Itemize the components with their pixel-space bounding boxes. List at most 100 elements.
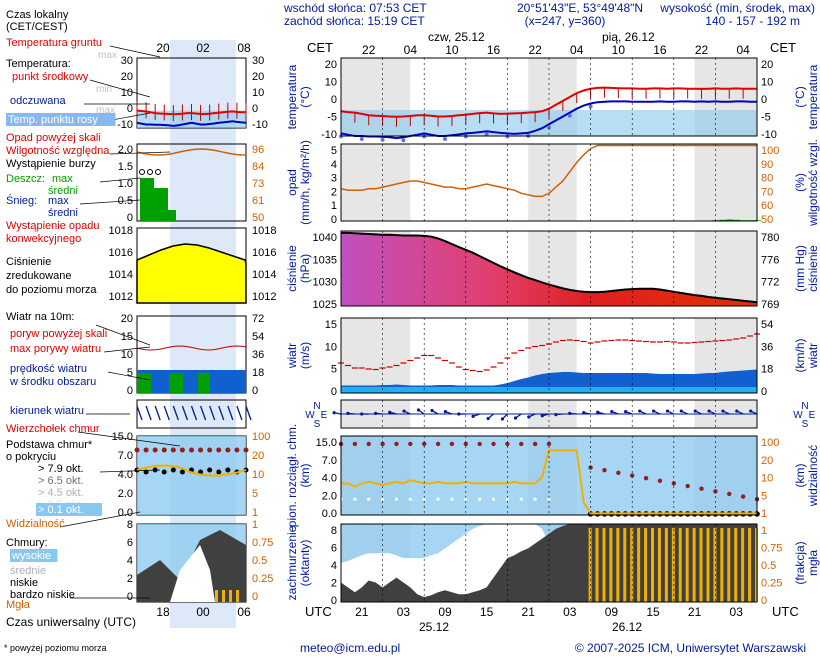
mini-cloud-base-dot [225,467,231,473]
mini-precip-rtick: 50 [252,212,264,224]
mini-press-ltick: 1018 [109,225,133,237]
mini-cloud-top-dot [170,447,176,453]
wind-dir-head [332,411,336,415]
cloud-top-dot [602,468,607,473]
mini-cloud-top-dot [207,447,213,453]
mini-precip-rtick: 96 [252,144,264,156]
mini-cloud-rtick: 100 [252,431,270,443]
legend-storm: Wystąpienie burzy [6,158,96,170]
wind-dir-head [374,411,378,415]
legend-pointer [79,199,141,205]
tick-cloud_r: 100 [761,437,779,449]
wind-dir-head [582,411,586,415]
footer-email: meteo@icm.edu.pl [300,641,400,655]
tick-cloud_l: 2.0 [322,490,337,502]
mini-press-rtick: 1014 [252,269,276,281]
legend-temp-min: min [96,84,112,95]
tick-temp_l: 0 [331,94,337,106]
tick-cloud_r: 5 [761,490,767,502]
compass-w: W [793,410,803,421]
tick-cover_l: 6 [331,543,337,555]
fog-bar [644,527,648,602]
mini-temp-ltick: 0 [127,103,133,115]
cloud-top-dot [408,441,413,447]
cloud-base-dot [422,497,426,501]
wind-dir-head [457,412,461,416]
cloud-base-dot [533,497,537,501]
fog-bar [706,527,710,602]
legend-temp-max3: max [96,105,115,116]
side-label-cloud_r: (km) [793,464,807,488]
cet-tick: 04 [404,43,418,57]
cloud-top-dot [630,473,635,478]
mini-humidity-series [136,148,247,156]
cloud-base-dot [547,497,551,501]
fog-bar [713,527,717,602]
legend-pressure: do poziomu morza [6,284,97,296]
frame-cloud [340,435,758,516]
fog-bar [734,527,738,602]
tick-cover_r: 0.75 [761,543,782,555]
cloud-base-dot [450,497,454,501]
tick-press_r: 776 [761,254,779,266]
utc-date-1: 25.12 [419,620,449,634]
wind-dir-head [679,409,683,413]
mini-pressure-area [136,243,247,304]
fog-bar [727,527,731,602]
side-label-precip_l: (mm/h, kg/m²/h) [298,140,312,225]
legend-temp-max1: max [98,50,117,61]
wind-dir-head [346,411,350,415]
precip-bar [733,219,741,221]
side-label-cloud_l: pion. rozciągł. chm. [285,424,299,527]
mini-utc-tick: 18 [156,605,170,619]
mini-temp-series [136,109,247,116]
side-label-precip_r: (%) [793,173,807,192]
frame-precip [340,143,758,222]
mini-local-tick: 08 [237,41,251,55]
wind-dir-head [513,416,518,420]
tick-cloud_r: 1 [761,508,767,520]
mini-temp-ltick: 10 [121,87,133,99]
tick-precip_l: 4 [331,159,337,171]
tick-precip_r: 90 [761,159,773,171]
legend-temp-ground: Temperatura gruntu [6,37,102,49]
utc-tick: 15 [480,605,494,619]
cet-tick: 16 [487,43,501,57]
legend-conv-1: Wystąpienie opadu [6,220,99,232]
cet-tick: 22 [362,43,376,57]
side-label-temp_r: (°C) [793,86,807,107]
tick-wind_r: 18 [761,364,773,376]
tick-wind_r: 0 [761,386,767,398]
cet-tick: 04 [736,43,750,57]
utc-tick: 03 [563,605,577,619]
cloud-top-dot [505,441,510,447]
wind-dir-head [443,410,447,414]
mini-wind-arrow [218,405,225,421]
precip-bar [719,219,727,221]
tick-precip_r: 50 [761,214,773,226]
side-label-cover_l: zachmurzenie [285,525,299,600]
mini-temp-ltick: -10 [117,119,133,131]
wind-dir-head [554,413,558,417]
tick-cloud_l: 0.0 [322,508,337,520]
footer-note: * powyżej poziomu morza [4,643,107,653]
mini-rain-mid [154,188,168,221]
legend-pointer [99,469,161,473]
compass-e: E [321,410,328,421]
mini-precip-ltick: 1.0 [118,178,133,190]
dewpoint-dot [380,137,385,142]
mini-temp-rtick: 0 [252,103,258,115]
fog-bar [588,527,592,602]
dewpoint-dot [588,104,593,109]
legend-temp-dew-bg [6,113,116,126]
tick-press_l: 1040 [313,232,337,244]
mini-temp-rtick: -10 [252,119,268,131]
tick-cloud_r: 10 [761,473,773,485]
fog-bar [699,527,703,602]
mini-wind-ltick: 5 [127,367,133,379]
fog-bar [595,527,599,602]
legend-temp-dew: Temp. punktu rosy [8,114,98,126]
mini-cover-ltick: 0 [127,591,133,603]
legend-pointer [107,371,151,381]
tick-press_l: 1035 [313,254,337,266]
